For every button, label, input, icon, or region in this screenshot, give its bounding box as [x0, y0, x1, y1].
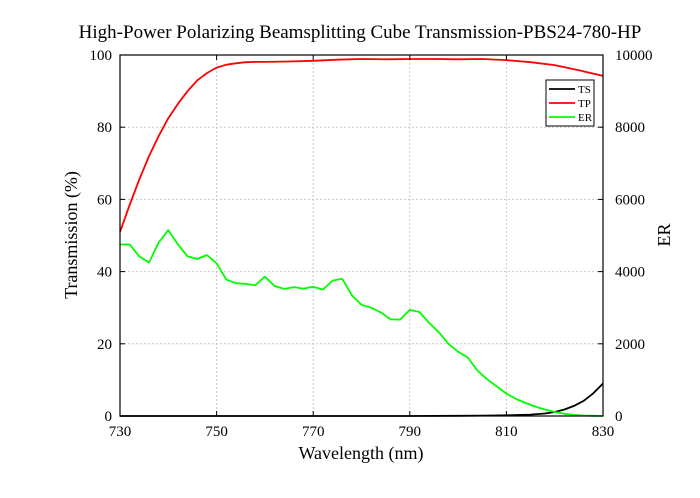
- y-tick-label: 20: [97, 337, 112, 353]
- x-axis-label: Wavelength (nm): [298, 443, 423, 464]
- legend: TS TP ER: [545, 79, 595, 127]
- grid: [120, 55, 603, 416]
- plot-frame: [119, 54, 604, 417]
- y-axis-label: Transmission (%): [61, 171, 82, 299]
- y2-tick-label: 6000: [615, 192, 645, 208]
- axes: 730 750 770 790 810 8300204060801000200040006…: [90, 48, 653, 440]
- x-tick-label: 790: [399, 424, 422, 440]
- legend-label-ts: TS: [578, 84, 591, 96]
- y2-tick-label: 8000: [615, 120, 645, 136]
- y2-tick-label: 10000: [615, 48, 653, 64]
- y2-tick-label: 0: [615, 409, 623, 425]
- y2-tick-label: 2000: [615, 337, 645, 353]
- x-tick-label: 830: [592, 424, 615, 440]
- y-tick-label: 100: [90, 48, 113, 64]
- legend-label-er: ER: [578, 112, 593, 124]
- series-line-ts: [120, 382, 604, 417]
- y-tick-label: 0: [105, 409, 113, 425]
- series-line-tp: [119, 58, 604, 233]
- y-tick-label: 60: [97, 192, 112, 208]
- y2-tick-label: 4000: [615, 265, 645, 281]
- x-tick-label: 750: [205, 424, 228, 440]
- series-line-er: [120, 229, 604, 417]
- x-tick-label: 770: [302, 424, 325, 440]
- y-tick-label: 40: [97, 265, 112, 281]
- x-tick-label: 730: [109, 424, 132, 440]
- y2-axis-label: ER: [654, 223, 674, 246]
- chart-title: High-Power Polarizing Beamsplitting Cube…: [79, 22, 642, 43]
- legend-label-tp: TP: [578, 98, 591, 110]
- x-tick-label: 810: [495, 424, 518, 440]
- series-lines: [119, 58, 604, 417]
- y-tick-label: 80: [97, 120, 112, 136]
